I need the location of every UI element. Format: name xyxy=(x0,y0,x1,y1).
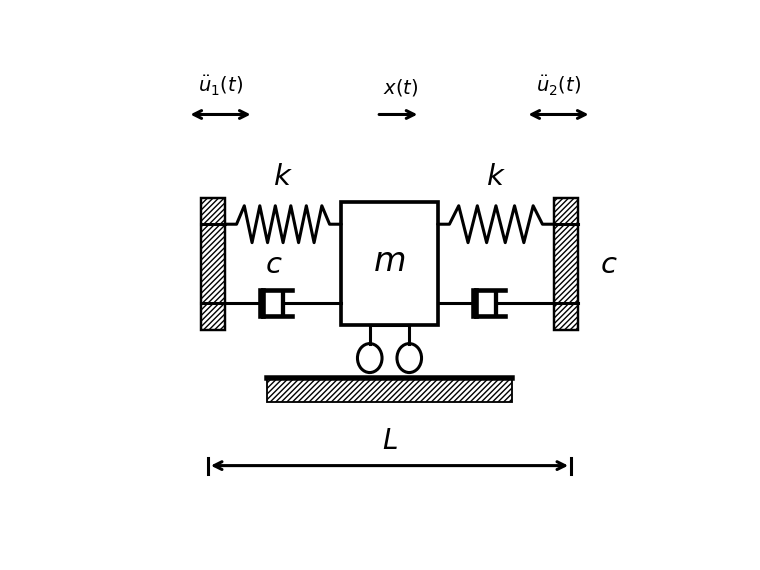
Text: $k$: $k$ xyxy=(273,163,293,192)
Bar xyxy=(554,198,578,329)
Bar xyxy=(341,202,438,325)
Text: $\ddot{u}_1(t)$: $\ddot{u}_1(t)$ xyxy=(198,74,243,98)
Bar xyxy=(201,198,225,329)
Text: $c$: $c$ xyxy=(600,251,618,279)
Text: $L$: $L$ xyxy=(382,428,397,455)
Text: $\ddot{u}_2(t)$: $\ddot{u}_2(t)$ xyxy=(536,74,581,98)
Bar xyxy=(267,378,512,402)
Bar xyxy=(267,378,512,402)
Bar xyxy=(201,198,225,329)
Text: $m$: $m$ xyxy=(373,246,406,278)
Ellipse shape xyxy=(357,344,382,373)
Text: $c$: $c$ xyxy=(264,251,282,279)
Ellipse shape xyxy=(397,344,422,373)
Bar xyxy=(554,198,578,329)
Text: $x(t)$: $x(t)$ xyxy=(383,77,418,98)
Text: $k$: $k$ xyxy=(486,163,506,192)
